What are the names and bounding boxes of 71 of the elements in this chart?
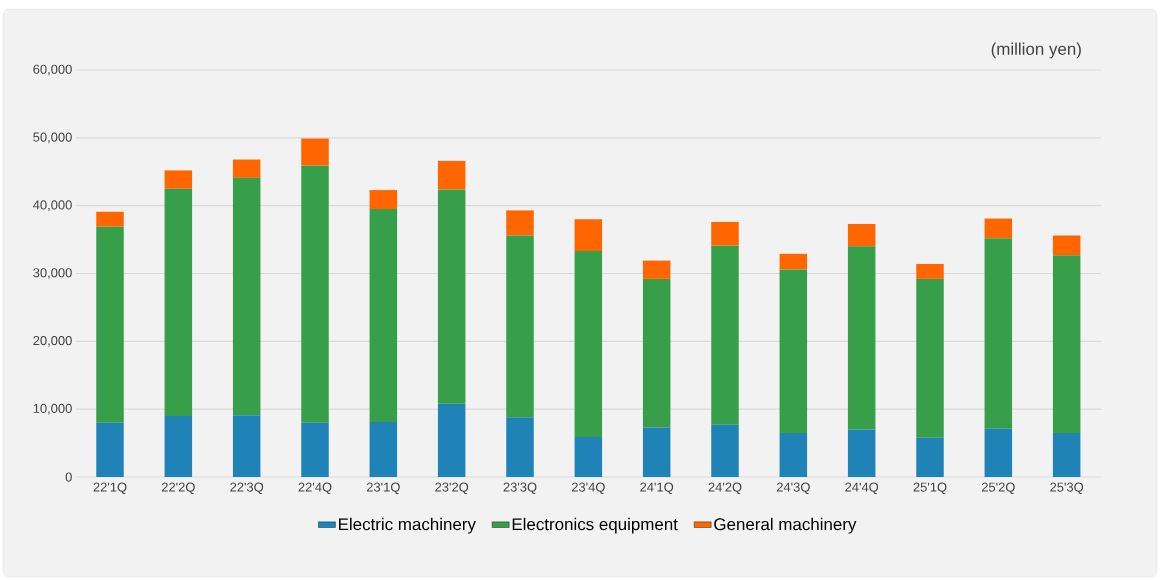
bar <box>301 422 329 477</box>
y-tick-label: 60,000 <box>33 64 72 76</box>
bar <box>437 403 466 477</box>
bar <box>437 189 466 404</box>
bar <box>369 209 398 423</box>
x-tick-label: 22'3Q <box>230 482 264 494</box>
x-tick-label: 23'2Q <box>435 482 469 494</box>
bar <box>1052 255 1081 433</box>
bar <box>574 219 603 252</box>
x-tick-label: 25'2Q <box>981 482 1015 494</box>
x-tick-label: 23'4Q <box>571 482 605 494</box>
bar <box>711 221 739 246</box>
x-tick-label: 23'1Q <box>366 482 400 494</box>
y-tick-label: 20,000 <box>33 335 72 347</box>
bar <box>984 428 1013 477</box>
x-tick-label: 22'1Q <box>93 482 127 494</box>
bar <box>369 422 398 477</box>
x-tick-label: 24'3Q <box>776 482 810 494</box>
x-tick-label: 25'1Q <box>913 482 947 494</box>
bar <box>711 424 739 477</box>
bar <box>1052 432 1081 477</box>
x-tick-label: 25'3Q <box>1050 482 1084 494</box>
y-tick-label: 50,000 <box>33 132 72 144</box>
bar <box>506 235 534 418</box>
bar <box>437 160 466 190</box>
x-tick-label: 22'4Q <box>298 482 332 494</box>
bar <box>369 190 398 210</box>
bar <box>164 415 193 477</box>
bar <box>232 159 261 178</box>
bar <box>916 437 944 477</box>
bar <box>232 177 261 416</box>
bar <box>574 251 603 437</box>
bar <box>301 138 329 166</box>
bar <box>779 269 808 433</box>
bar <box>96 422 124 477</box>
bar <box>916 263 944 279</box>
bar <box>232 415 261 477</box>
bar <box>574 436 603 477</box>
y-tick-label: 0 <box>65 472 72 482</box>
bar <box>301 165 329 423</box>
bar <box>1052 235 1081 256</box>
bar <box>916 278 944 438</box>
x-tick-label: 22'2Q <box>161 482 195 494</box>
text: (million yen) <box>991 42 1081 59</box>
x-tick-label: 24'1Q <box>640 482 674 494</box>
bar <box>506 210 534 236</box>
legend-label: Electronics equipment <box>512 517 678 534</box>
x-tick-label: 23'3Q <box>503 482 537 494</box>
bar <box>164 188 193 416</box>
y-tick-label: 30,000 <box>33 268 72 279</box>
x-tick-label: 24'4Q <box>845 482 879 494</box>
x-tick-label: 24'2Q <box>708 482 742 494</box>
bar <box>847 429 876 477</box>
bar <box>847 223 876 247</box>
bar <box>984 238 1013 429</box>
bar <box>779 253 808 270</box>
bar <box>642 260 671 279</box>
bar <box>984 218 1013 239</box>
bar <box>711 245 739 425</box>
legend-label: General machinery <box>714 517 857 534</box>
bar <box>96 211 124 227</box>
bar <box>779 432 808 477</box>
bar <box>642 427 671 477</box>
bar <box>96 226 124 423</box>
bar <box>164 170 193 189</box>
bar <box>847 246 876 430</box>
bar <box>506 417 534 477</box>
bar <box>642 278 671 428</box>
y-tick-label: 10,000 <box>33 403 72 415</box>
legend-label: Electric machinery <box>339 517 476 534</box>
y-tick-label: 40,000 <box>33 200 72 212</box>
